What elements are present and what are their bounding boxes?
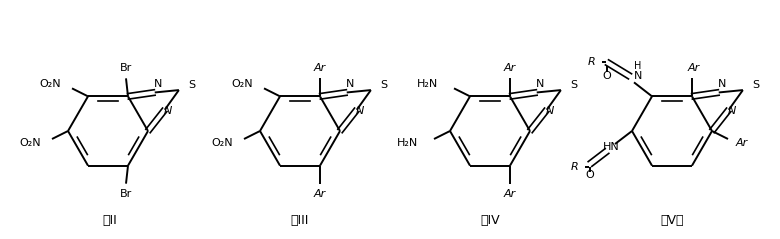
Text: S: S bbox=[380, 80, 387, 90]
Text: H₂N: H₂N bbox=[417, 79, 438, 89]
Text: Ar: Ar bbox=[314, 189, 326, 199]
Text: N: N bbox=[154, 79, 162, 89]
Text: O: O bbox=[586, 170, 594, 180]
Text: R: R bbox=[571, 162, 579, 172]
Text: N: N bbox=[536, 79, 544, 89]
Text: N: N bbox=[346, 79, 354, 89]
Text: 式III: 式III bbox=[291, 214, 309, 228]
Text: S: S bbox=[570, 80, 577, 90]
Text: O₂N: O₂N bbox=[39, 79, 61, 89]
Text: 式II: 式II bbox=[103, 214, 117, 228]
Text: Br: Br bbox=[120, 189, 132, 199]
Text: H₂N: H₂N bbox=[397, 138, 419, 148]
Text: Ar: Ar bbox=[314, 63, 326, 73]
Text: N: N bbox=[718, 79, 726, 89]
Text: R: R bbox=[588, 57, 596, 67]
Text: 式V。: 式V。 bbox=[660, 214, 684, 228]
Text: Ar: Ar bbox=[736, 138, 748, 148]
Text: Ar: Ar bbox=[504, 63, 516, 73]
Text: Ar: Ar bbox=[688, 63, 700, 73]
Text: N: N bbox=[164, 106, 172, 116]
Text: O: O bbox=[603, 71, 612, 81]
Text: 式IV: 式IV bbox=[480, 214, 500, 228]
Text: S: S bbox=[752, 80, 759, 90]
Text: O₂N: O₂N bbox=[211, 138, 232, 148]
Text: O₂N: O₂N bbox=[20, 138, 41, 148]
Text: Br: Br bbox=[120, 63, 132, 73]
Text: Ar: Ar bbox=[504, 189, 516, 199]
Text: S: S bbox=[188, 80, 195, 90]
Text: N: N bbox=[634, 71, 642, 81]
Text: HN: HN bbox=[603, 142, 619, 152]
Text: N: N bbox=[356, 106, 364, 116]
Text: O₂N: O₂N bbox=[231, 79, 253, 89]
Text: H: H bbox=[634, 61, 642, 71]
Text: N: N bbox=[728, 106, 736, 116]
Text: N: N bbox=[546, 106, 554, 116]
